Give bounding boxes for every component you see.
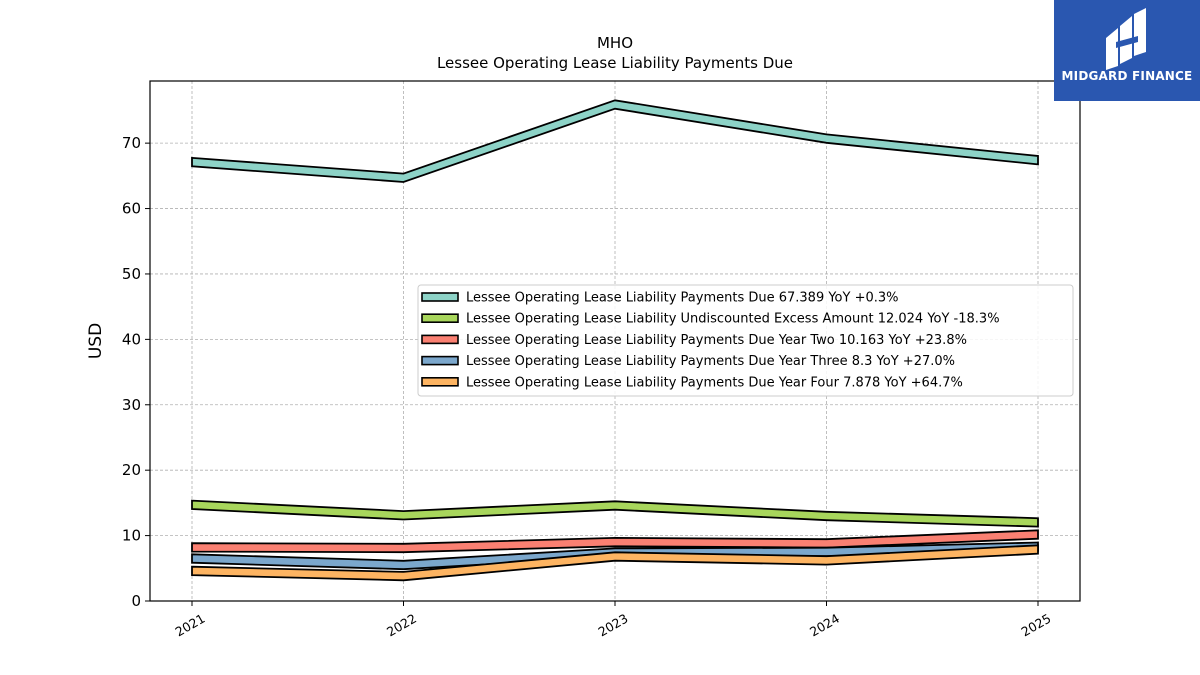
brand-logo: MIDGARD FINANCE — [1054, 0, 1200, 101]
series-line-5 — [191, 544, 1039, 582]
y-axis-ticks: 0 10 20 30 40 50 60 70 — [122, 134, 150, 610]
legend-swatch-4 — [421, 355, 459, 366]
x-tick-label: 2022 — [384, 611, 419, 640]
series-line-3 — [191, 529, 1039, 554]
midgard-logo-icon — [1106, 8, 1146, 70]
x-tick-label: 2024 — [807, 611, 842, 640]
grid-lines — [150, 81, 1080, 601]
y-tick-label: 0 — [131, 592, 141, 610]
logo-text: MIDGARD FINANCE — [1061, 69, 1193, 83]
x-tick-label: 2021 — [172, 611, 207, 640]
x-tick-label: 2023 — [595, 611, 630, 640]
legend-label-2: Lessee Operating Lease Liability Undisco… — [466, 312, 1000, 327]
legend-label-5: Lessee Operating Lease Liability Payment… — [466, 375, 963, 390]
y-tick-label: 30 — [122, 396, 141, 414]
y-tick-label: 10 — [122, 527, 141, 545]
legend-swatch-2 — [421, 313, 459, 324]
series-line-1 — [191, 99, 1039, 183]
legend: Lessee Operating Lease Liability Payment… — [417, 284, 1074, 397]
legend-swatch-1 — [421, 292, 459, 302]
y-tick-label: 20 — [122, 461, 141, 479]
y-tick-label: 50 — [122, 265, 141, 283]
chart-title: MHO — [597, 34, 633, 52]
series-line-2 — [191, 499, 1039, 528]
y-tick-label: 60 — [122, 200, 141, 218]
chart-subtitle: Lessee Operating Lease Liability Payment… — [437, 54, 793, 72]
legend-label-1: Lessee Operating Lease Liability Payment… — [466, 291, 899, 306]
x-axis-ticks: 2021 2022 2023 2024 2025 — [172, 601, 1054, 640]
y-tick-label: 40 — [122, 330, 141, 348]
legend-swatch-3 — [421, 334, 459, 345]
y-axis-label: USD — [86, 323, 106, 359]
legend-label-3: Lessee Operating Lease Liability Payment… — [466, 333, 967, 348]
legend-label-4: Lessee Operating Lease Liability Payment… — [466, 354, 955, 369]
y-tick-label: 70 — [122, 134, 141, 152]
series-layer — [191, 99, 1039, 582]
legend-swatch-5 — [421, 376, 459, 387]
x-tick-label: 2025 — [1018, 611, 1053, 640]
legend-box — [417, 284, 1074, 397]
